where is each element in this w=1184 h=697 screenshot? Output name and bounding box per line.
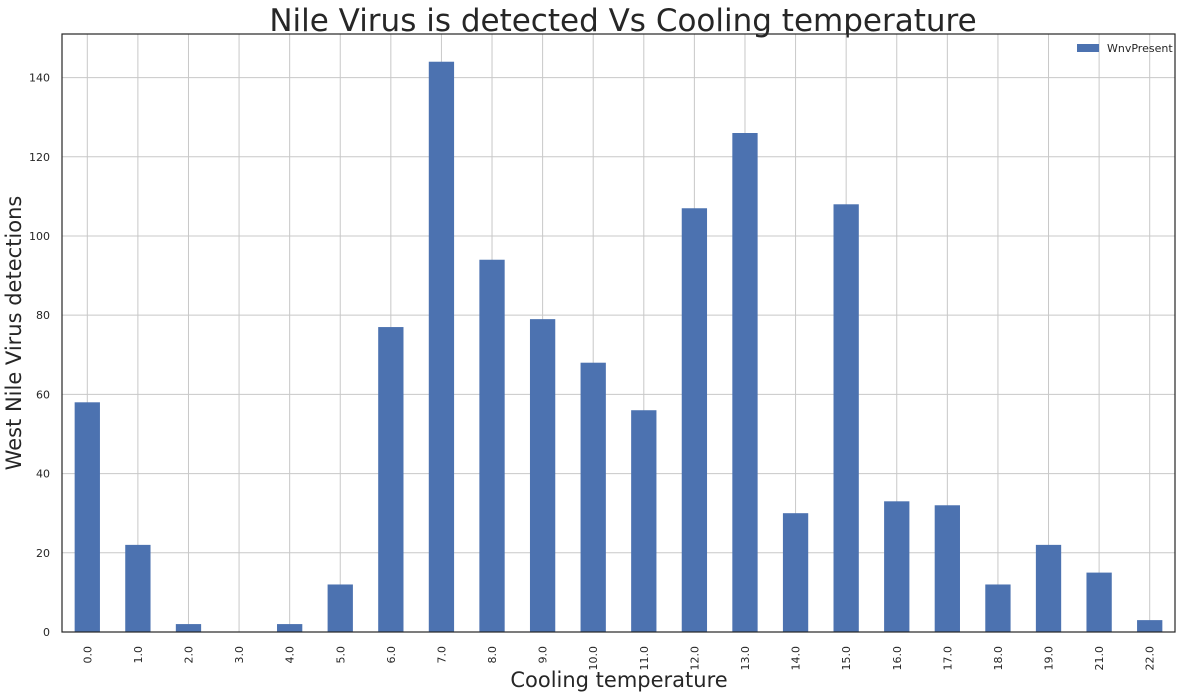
- chart-title: Nile Virus is detected Vs Cooling temper…: [269, 3, 976, 39]
- bar: [378, 327, 404, 632]
- grid: [62, 34, 1175, 633]
- x-tick-label: 19.0: [1043, 646, 1056, 671]
- x-tick-label: 10.0: [587, 646, 600, 671]
- bar: [125, 544, 151, 632]
- bars: [74, 61, 1163, 633]
- bar: [681, 208, 708, 633]
- x-tick-label: 5.0: [334, 646, 347, 664]
- x-tick-label: 22.0: [1144, 646, 1157, 671]
- x-tick-label: 14.0: [790, 646, 803, 671]
- x-axis-label: Cooling temperature: [510, 668, 727, 692]
- bar: [277, 624, 303, 632]
- x-tick-label: 17.0: [941, 646, 954, 671]
- bar: [732, 133, 758, 632]
- x-tick-label: 7.0: [435, 646, 448, 664]
- y-tick-label: 120: [29, 151, 50, 164]
- bar: [782, 513, 809, 632]
- bar: [934, 505, 960, 632]
- x-tick-label: 9.0: [537, 646, 550, 664]
- bar: [327, 584, 353, 632]
- bar: [580, 362, 606, 632]
- bar: [1035, 544, 1062, 632]
- y-tick-label: 140: [29, 72, 50, 85]
- bar: [1137, 620, 1163, 632]
- x-tick-label: 0.0: [81, 646, 94, 664]
- x-tick-label: 11.0: [638, 646, 651, 671]
- bar: [631, 410, 657, 632]
- x-tick-label: 15.0: [840, 646, 853, 671]
- legend: WnvPresent: [1077, 42, 1173, 55]
- bar: [884, 501, 910, 632]
- legend-label: WnvPresent: [1107, 42, 1173, 55]
- y-axis-ticks: 0 20 40 60 80 100 120 140: [29, 72, 50, 639]
- y-axis-label: West Nile Virus detections: [2, 196, 26, 471]
- bar: [428, 61, 455, 632]
- x-tick-label: 18.0: [992, 646, 1005, 671]
- y-tick-label: 40: [36, 468, 50, 481]
- y-tick-label: 60: [36, 388, 50, 401]
- x-axis-ticks: 0.0 1.0 2.0 3.0 4.0 5.0 6.0 7.0 8.0 9.0 10.0 11.0 12…: [81, 646, 1156, 671]
- x-tick-label: 16.0: [891, 646, 904, 671]
- bar: [1086, 572, 1112, 632]
- bar: [479, 259, 505, 632]
- bar: [833, 204, 859, 633]
- bar: [985, 584, 1011, 632]
- x-tick-label: 3.0: [233, 646, 246, 664]
- x-tick-label: 21.0: [1093, 646, 1106, 671]
- plot-frame: [61, 33, 1176, 633]
- x-tick-label: 4.0: [284, 646, 297, 664]
- y-tick-label: 80: [36, 309, 50, 322]
- y-tick-label: 20: [36, 547, 50, 560]
- y-tick-label: 0: [43, 626, 50, 639]
- y-tick-label: 100: [29, 230, 50, 243]
- legend-swatch: [1077, 44, 1099, 52]
- bar: [175, 624, 202, 632]
- x-tick-label: 8.0: [486, 646, 499, 664]
- bar: [529, 319, 556, 632]
- bar: [74, 402, 100, 632]
- x-tick-label: 12.0: [688, 646, 701, 671]
- x-tick-label: 1.0: [132, 646, 145, 664]
- x-tick-label: 6.0: [385, 646, 398, 664]
- x-tick-label: 2.0: [182, 646, 195, 664]
- x-tick-label: 13.0: [739, 646, 752, 671]
